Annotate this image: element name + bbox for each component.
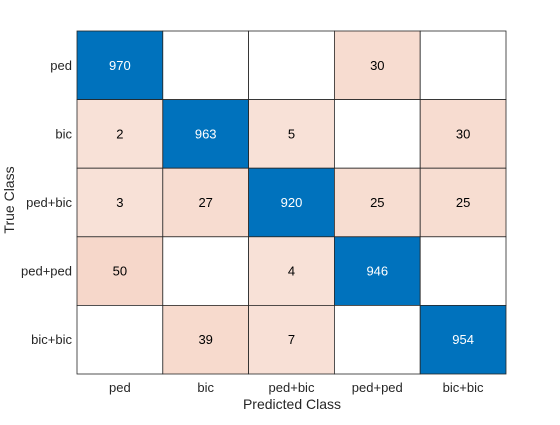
x-tick-label: bic+bic xyxy=(443,380,484,395)
matrix-cell xyxy=(76,236,164,306)
matrix-cell xyxy=(248,30,335,100)
y-tick-label: ped xyxy=(50,58,72,73)
cell-value-label: 946 xyxy=(366,264,388,279)
x-tick-labels: ped bic ped+bic ped+ped bic+bic xyxy=(109,380,484,395)
cell-value-label: 970 xyxy=(109,58,131,73)
x-tick-label: ped xyxy=(109,380,131,395)
y-tick-label: bic xyxy=(55,126,72,141)
cell-value-label: 4 xyxy=(288,264,295,279)
matrix-cell-labels: 970 30 2 963 5 30 3 27 920 25 25 50 4 946 39 7 954 xyxy=(109,58,474,347)
matrix-cell xyxy=(419,167,507,238)
matrix-cell xyxy=(333,304,421,375)
matrix-cell xyxy=(162,236,250,306)
matrix-cell xyxy=(333,167,421,238)
cell-value-label: 30 xyxy=(370,58,384,73)
y-tick-label: ped+bic xyxy=(26,195,72,210)
y-tick-label: bic+bic xyxy=(31,332,72,347)
matrix-cell xyxy=(76,99,164,169)
matrix-cell xyxy=(333,236,421,306)
matrix-cell xyxy=(248,236,335,306)
matrix-cell xyxy=(162,167,250,238)
x-tick-label: ped+bic xyxy=(269,380,315,395)
y-axis-title: True Class xyxy=(1,166,17,233)
matrix-cells xyxy=(76,30,507,375)
matrix-cell xyxy=(76,304,164,375)
matrix-cell xyxy=(248,99,335,169)
cell-value-label: 50 xyxy=(113,264,127,279)
matrix-cell xyxy=(162,304,250,375)
cell-value-label: 3 xyxy=(116,195,123,210)
x-tick-label: bic xyxy=(197,380,214,395)
y-tick-labels: ped bic ped+bic ped+ped bic+bic xyxy=(21,58,72,347)
x-tick-label: ped+ped xyxy=(352,380,403,395)
matrix-cell xyxy=(248,304,335,375)
cell-value-label: 25 xyxy=(370,195,384,210)
y-tick-label: ped+ped xyxy=(21,264,72,279)
matrix-cell xyxy=(419,99,507,169)
matrix-cell xyxy=(419,304,507,375)
matrix-cell xyxy=(162,30,250,100)
matrix-cell xyxy=(76,30,164,100)
cell-value-label: 30 xyxy=(456,126,470,141)
cell-value-label: 954 xyxy=(452,332,474,347)
x-axis-title: Predicted Class xyxy=(243,396,341,412)
cell-value-label: 25 xyxy=(456,195,470,210)
cell-value-label: 963 xyxy=(195,126,217,141)
matrix-cell xyxy=(419,236,507,306)
cell-value-label: 27 xyxy=(198,195,212,210)
cell-value-label: 39 xyxy=(198,332,212,347)
matrix-cell xyxy=(333,30,421,100)
cell-value-label: 7 xyxy=(288,332,295,347)
matrix-cell xyxy=(248,167,335,238)
matrix-cell xyxy=(419,30,507,100)
cell-value-label: 920 xyxy=(281,195,303,210)
cell-value-label: 2 xyxy=(116,126,123,141)
matrix-cell xyxy=(333,99,421,169)
cell-value-label: 5 xyxy=(288,126,295,141)
